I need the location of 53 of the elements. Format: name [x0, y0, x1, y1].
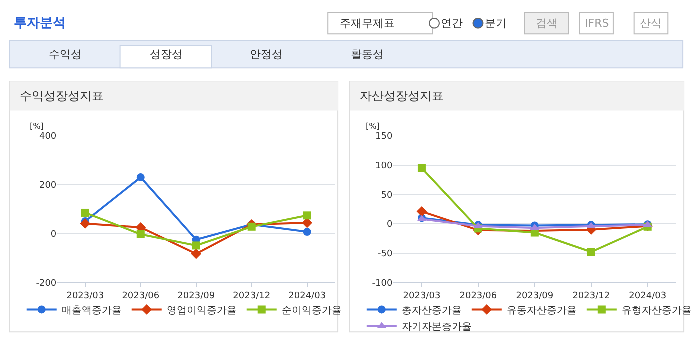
point	[136, 174, 145, 182]
chart-title: 수익성장성지표	[20, 89, 104, 103]
text: 수익성	[49, 48, 82, 61]
y-tick-label: 150	[376, 132, 393, 142]
legend-label: 매출액증가율	[62, 306, 122, 317]
x-tick-label: 2023/09	[178, 291, 216, 302]
x-tick-label: 2023/06	[122, 291, 160, 302]
y-tick-label: 0	[50, 230, 57, 240]
y-tick-label: -100	[372, 278, 393, 289]
text: 안정성	[250, 48, 283, 61]
point	[587, 248, 596, 256]
y-tick-label: 100	[376, 161, 393, 172]
y-tick-label: 50	[381, 190, 393, 201]
text: 투자분석	[14, 16, 66, 31]
x-tick-label: 2023/12	[572, 291, 610, 302]
point	[418, 164, 426, 172]
point	[303, 212, 312, 220]
x-tick-label: 2023/12	[233, 291, 271, 302]
text: 주재무제표	[340, 17, 395, 30]
point	[303, 228, 312, 236]
legend-label: 유동자산증가율	[506, 306, 577, 317]
text: 분기	[485, 17, 507, 30]
legend-label: 순이익증가율	[282, 306, 342, 317]
text: 성장성	[150, 48, 183, 61]
x-tick-label: 2023/03	[66, 291, 104, 302]
point	[191, 248, 202, 260]
text: 연간	[441, 17, 463, 30]
point	[192, 242, 200, 250]
y-tick-label: 0	[386, 220, 393, 230]
x-tick-label: 2024/03	[288, 291, 326, 302]
legend-label: 자기자본증가율	[402, 322, 472, 334]
text: 활동성	[351, 48, 384, 61]
text: 검색	[536, 17, 558, 30]
legend-label: 영업이익증가율	[166, 306, 237, 317]
legend-label: 유형자산증가율	[622, 306, 692, 317]
x-tick-label: 2023/09	[516, 291, 554, 302]
y-axis-title: [%]	[30, 122, 44, 131]
x-tick-label: 2023/03	[403, 291, 441, 302]
point	[80, 218, 91, 229]
legend-label: 총자산증가율	[402, 306, 462, 317]
point	[416, 206, 428, 217]
text: 산식	[640, 17, 662, 30]
x-tick-label: 2024/03	[629, 291, 667, 302]
y-tick-label: 200	[39, 181, 57, 192]
y-tick-label: -200	[36, 278, 57, 289]
point	[81, 208, 90, 217]
chart-title: 자산성장성지표	[360, 89, 444, 103]
y-axis-title: [%]	[366, 122, 380, 131]
point	[136, 230, 145, 238]
text: IFRS	[585, 17, 610, 30]
x-tick-label: 2023/06	[460, 291, 498, 302]
y-tick-label: 400	[39, 132, 57, 142]
y-tick-label: -50	[378, 249, 393, 260]
